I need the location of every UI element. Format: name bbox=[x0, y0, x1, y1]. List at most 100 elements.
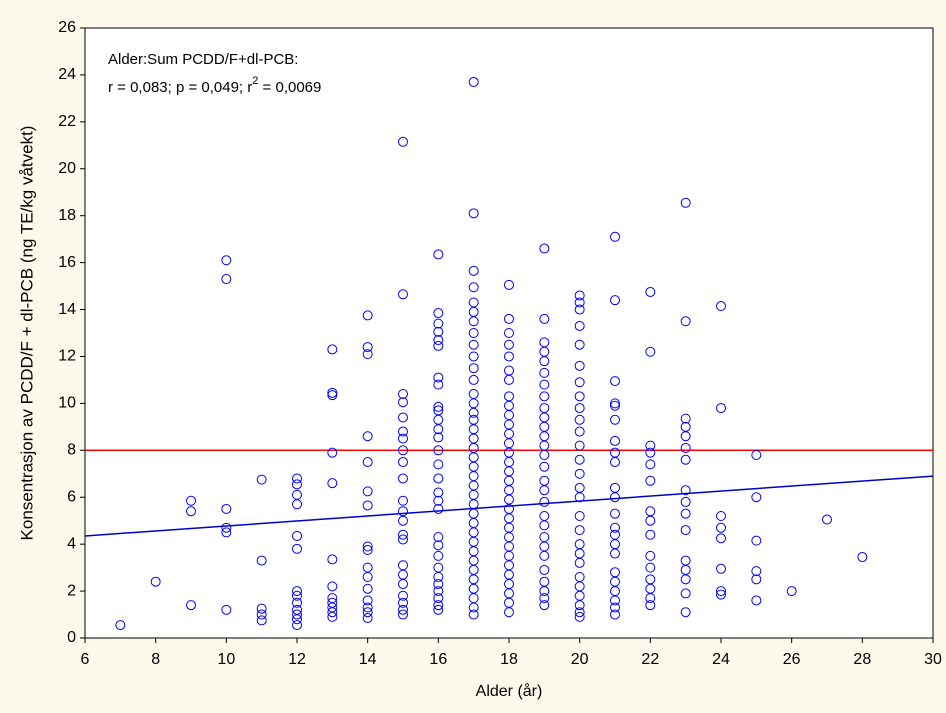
point bbox=[362, 572, 373, 582]
point bbox=[539, 243, 550, 254]
point bbox=[186, 506, 196, 517]
point bbox=[610, 400, 620, 411]
y-tick-label: 26 bbox=[58, 19, 76, 36]
point bbox=[610, 492, 620, 503]
point bbox=[574, 360, 585, 371]
point bbox=[398, 529, 408, 540]
point bbox=[574, 403, 585, 414]
point bbox=[398, 457, 408, 468]
point bbox=[468, 609, 479, 620]
point bbox=[610, 609, 620, 620]
point bbox=[292, 609, 302, 620]
point bbox=[645, 346, 656, 357]
point bbox=[574, 290, 585, 301]
point bbox=[610, 522, 620, 533]
point bbox=[645, 286, 656, 297]
point bbox=[574, 377, 585, 388]
point bbox=[398, 389, 408, 399]
point bbox=[362, 310, 373, 321]
point bbox=[751, 450, 762, 460]
point bbox=[574, 297, 585, 308]
point bbox=[433, 503, 444, 514]
point bbox=[539, 379, 550, 390]
point bbox=[574, 511, 585, 521]
point bbox=[680, 525, 691, 536]
point bbox=[398, 136, 408, 147]
point bbox=[398, 515, 408, 526]
point bbox=[610, 602, 620, 613]
point bbox=[680, 413, 691, 424]
point bbox=[362, 349, 373, 360]
point bbox=[716, 589, 726, 600]
x-tick-label: 16 bbox=[429, 651, 447, 668]
point bbox=[539, 391, 550, 402]
point bbox=[433, 372, 444, 383]
point bbox=[504, 313, 514, 324]
point bbox=[645, 475, 656, 486]
point bbox=[292, 499, 302, 510]
point bbox=[362, 342, 373, 353]
point bbox=[327, 447, 338, 458]
point bbox=[398, 590, 408, 601]
point bbox=[645, 440, 656, 451]
point bbox=[786, 586, 797, 597]
point bbox=[292, 614, 302, 625]
point bbox=[468, 282, 479, 293]
point bbox=[751, 535, 762, 546]
point bbox=[433, 586, 444, 597]
point bbox=[292, 543, 302, 554]
point bbox=[398, 412, 408, 423]
point bbox=[433, 459, 444, 470]
point bbox=[221, 274, 232, 285]
point bbox=[433, 532, 444, 543]
point bbox=[645, 447, 656, 458]
point bbox=[610, 295, 620, 306]
point bbox=[398, 289, 408, 300]
y-axis-label: Konsentrasjon av PCDD/F + dl-PCB (ng TE/… bbox=[17, 126, 36, 541]
point bbox=[433, 445, 444, 456]
plot-area bbox=[84, 27, 934, 639]
point bbox=[610, 414, 620, 425]
point bbox=[433, 495, 444, 506]
point bbox=[645, 515, 656, 526]
point bbox=[433, 424, 444, 435]
point bbox=[327, 390, 338, 401]
point bbox=[468, 316, 479, 327]
point bbox=[539, 367, 550, 378]
y-tick-label: 14 bbox=[58, 301, 76, 318]
point bbox=[680, 431, 691, 442]
point bbox=[292, 473, 302, 484]
point bbox=[362, 602, 373, 613]
point bbox=[574, 320, 585, 331]
y-tick-label: 8 bbox=[67, 442, 76, 459]
point bbox=[716, 511, 726, 521]
point bbox=[716, 522, 726, 533]
fit-line bbox=[84, 475, 934, 537]
x-tick-label: 14 bbox=[359, 651, 377, 668]
point bbox=[150, 576, 161, 587]
point bbox=[292, 590, 302, 601]
point bbox=[574, 607, 585, 618]
point bbox=[504, 351, 514, 362]
point bbox=[610, 595, 620, 606]
point bbox=[433, 487, 444, 498]
y-tick-label: 22 bbox=[58, 113, 76, 130]
point bbox=[468, 76, 479, 87]
x-tick-label: 28 bbox=[853, 651, 871, 668]
point bbox=[574, 454, 585, 465]
point bbox=[680, 508, 691, 519]
x-tick-label: 22 bbox=[641, 651, 659, 668]
point bbox=[433, 600, 444, 611]
point bbox=[292, 479, 302, 490]
point bbox=[292, 597, 302, 608]
point bbox=[680, 485, 691, 496]
point bbox=[433, 579, 444, 590]
point bbox=[504, 374, 514, 385]
annotation-text: r = 0,083; p = 0,049; r bbox=[108, 79, 252, 96]
point bbox=[468, 374, 479, 385]
point bbox=[362, 607, 373, 618]
x-tick-label: 6 bbox=[81, 651, 90, 668]
point bbox=[716, 403, 726, 414]
point bbox=[574, 557, 585, 568]
point bbox=[433, 572, 444, 582]
